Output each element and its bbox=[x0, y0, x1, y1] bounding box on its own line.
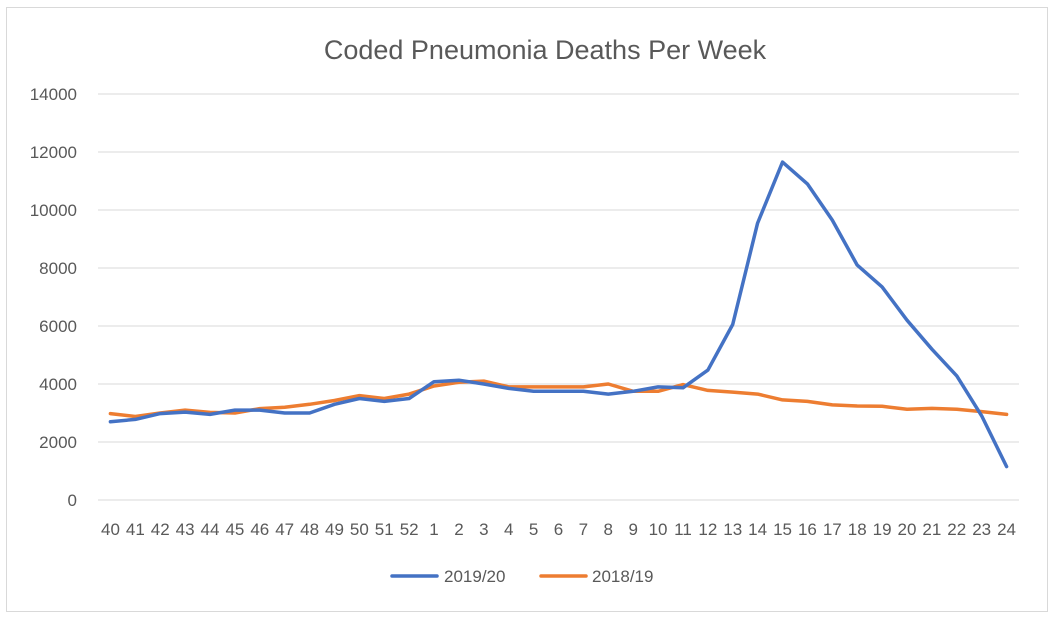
x-tick-label: 51 bbox=[375, 520, 394, 539]
x-tick-label: 4 bbox=[504, 520, 513, 539]
x-tick-label: 11 bbox=[674, 520, 692, 539]
y-tick-label: 14000 bbox=[30, 85, 77, 104]
x-tick-label: 9 bbox=[628, 520, 637, 539]
y-tick-label: 4000 bbox=[39, 375, 77, 394]
x-tick-label: 43 bbox=[176, 520, 195, 539]
legend-label: 2019/20 bbox=[444, 567, 505, 586]
x-tick-label: 3 bbox=[479, 520, 488, 539]
x-tick-label: 47 bbox=[275, 520, 294, 539]
x-tick-label: 40 bbox=[101, 520, 120, 539]
x-tick-label: 12 bbox=[698, 520, 717, 539]
x-tick-label: 21 bbox=[922, 520, 941, 539]
y-tick-label: 12000 bbox=[30, 143, 77, 162]
x-tick-label: 42 bbox=[151, 520, 170, 539]
x-tick-label: 49 bbox=[325, 520, 344, 539]
x-tick-label: 14 bbox=[748, 520, 767, 539]
x-tick-label: 19 bbox=[873, 520, 892, 539]
x-tick-label: 10 bbox=[649, 520, 668, 539]
x-tick-label: 50 bbox=[350, 520, 369, 539]
x-tick-label: 22 bbox=[947, 520, 966, 539]
x-axis-ticks: 40 41 42 43 44 45 46 47 48 49 50 51 52 1 2 3 4 5 6 7 8 9 10 11 1… bbox=[101, 520, 1016, 539]
y-tick-label: 10000 bbox=[30, 201, 77, 220]
series-line bbox=[108, 160, 1009, 469]
x-tick-label: 2 bbox=[454, 520, 463, 539]
series-lines bbox=[108, 160, 1009, 469]
chart-title: Coded Pneumonia Deaths Per Week bbox=[324, 35, 767, 65]
y-tick-label: 2000 bbox=[39, 433, 77, 452]
x-tick-label: 15 bbox=[773, 520, 792, 539]
x-tick-label: 41 bbox=[126, 520, 145, 539]
x-tick-label: 6 bbox=[554, 520, 563, 539]
x-tick-label: 17 bbox=[823, 520, 842, 539]
x-tick-label: 46 bbox=[250, 520, 269, 539]
legend-label: 2018/19 bbox=[592, 567, 653, 586]
x-tick-label: 1 bbox=[429, 520, 438, 539]
y-tick-label: 8000 bbox=[39, 259, 77, 278]
x-tick-label: 7 bbox=[579, 520, 588, 539]
x-tick-label: 16 bbox=[798, 520, 817, 539]
x-tick-label: 24 bbox=[997, 520, 1016, 539]
x-tick-label: 18 bbox=[848, 520, 867, 539]
x-tick-label: 48 bbox=[300, 520, 319, 539]
x-tick-label: 13 bbox=[723, 520, 742, 539]
x-tick-label: 5 bbox=[529, 520, 538, 539]
gridlines bbox=[98, 93, 1019, 501]
y-axis-ticks: 0 2000 4000 6000 8000 10000 12000 14000 bbox=[30, 85, 77, 510]
x-tick-label: 45 bbox=[225, 520, 244, 539]
legend: 2019/20 2018/19 bbox=[390, 567, 653, 586]
x-tick-label: 44 bbox=[201, 520, 220, 539]
chart-frame bbox=[6, 7, 1048, 612]
y-tick-label: 6000 bbox=[39, 317, 77, 336]
x-tick-label: 8 bbox=[604, 520, 613, 539]
x-tick-label: 20 bbox=[898, 520, 917, 539]
y-tick-label: 0 bbox=[68, 491, 77, 510]
x-tick-label: 52 bbox=[400, 520, 419, 539]
x-tick-label: 23 bbox=[972, 520, 991, 539]
